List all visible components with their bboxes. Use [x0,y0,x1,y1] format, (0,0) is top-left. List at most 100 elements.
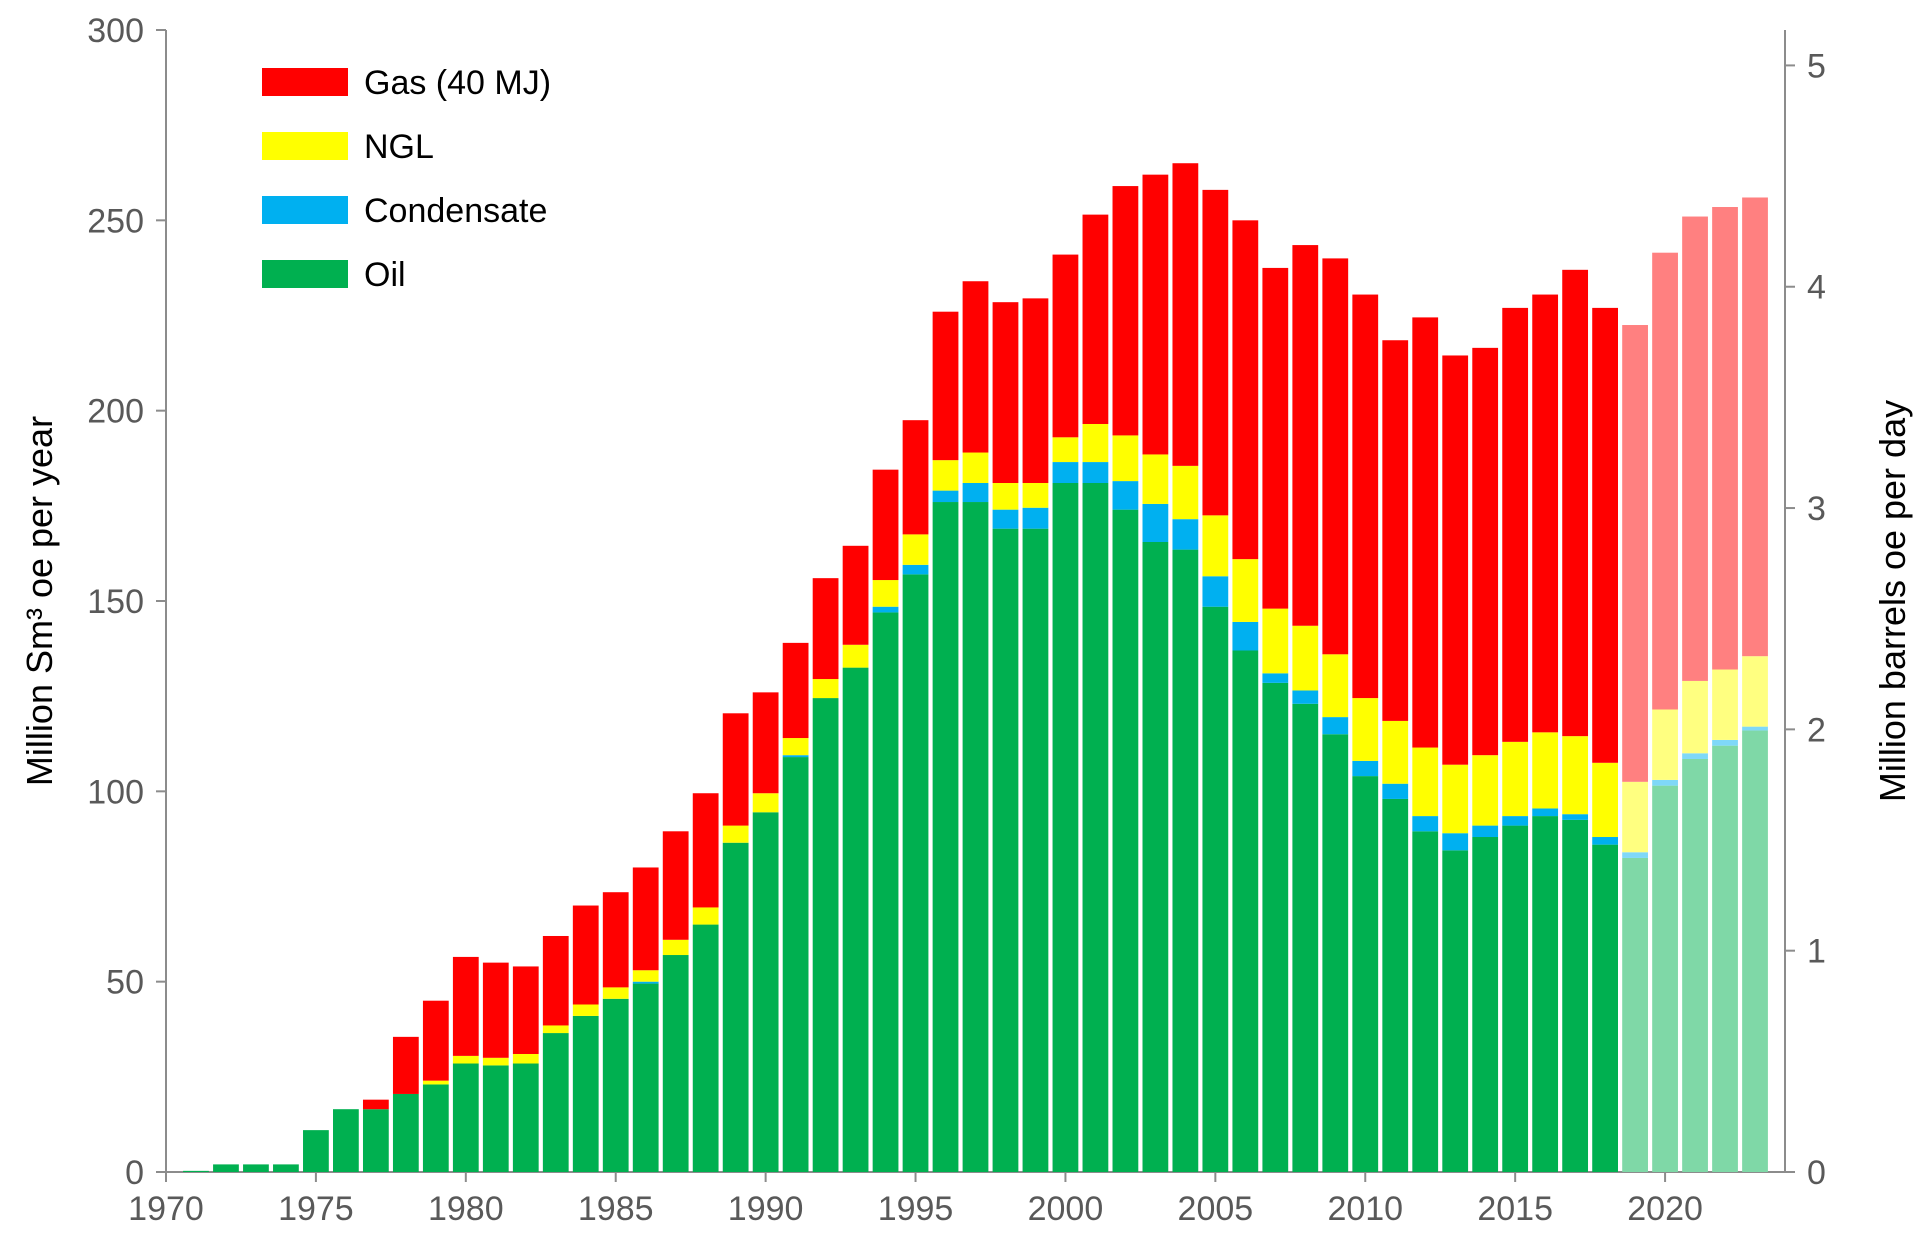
bar-ngl-2022 [1712,669,1738,740]
bar-oil-2014 [1472,837,1499,1172]
bar-condensate-2002 [1112,481,1139,510]
bar-ngl-2013 [1442,764,1469,834]
bar-condensate-1991 [782,755,809,758]
bar-oil-2002 [1112,509,1139,1172]
bar-oil-2019 [1622,857,1648,1172]
bar-oil-2022 [1712,745,1738,1172]
bar-gas-1993 [842,545,869,645]
bar-condensate-1997 [962,482,989,503]
y-tick-label: 0 [125,1154,144,1192]
bar-gas-1986 [632,867,659,971]
bar-oil-2009 [1322,734,1349,1172]
bar-condensate-1994 [872,606,899,613]
bar-oil-2003 [1142,542,1169,1172]
bar-gas-1997 [962,281,989,453]
bar-condensate-2017 [1562,814,1589,820]
bar-oil-1983 [542,1033,569,1172]
bar-oil-1999 [1022,528,1049,1172]
bar-ngl-1987 [662,939,689,956]
bar-gas-1992 [812,578,839,680]
x-tick-label: 1990 [728,1190,804,1228]
y-axis-title: Million Sm³ oe per year [19,416,60,786]
bar-oil-2023 [1742,730,1768,1172]
bar-ngl-2011 [1382,720,1409,784]
bar-gas-2015 [1502,307,1529,742]
y2-tick-label: 0 [1807,1154,1826,1192]
bar-ngl-2006 [1232,559,1259,622]
bar-oil-2013 [1442,850,1469,1172]
y-tick-label: 50 [106,964,144,1002]
bar-oil-2007 [1262,682,1289,1172]
bar-oil-1984 [572,1015,599,1172]
bar-condensate-2004 [1172,519,1199,550]
bar-ngl-2005 [1202,515,1229,577]
bar-ngl-2001 [1082,423,1109,463]
bar-ngl-1985 [602,987,629,999]
bar-gas-2008 [1292,245,1319,626]
legend-label: Gas (40 MJ) [364,64,551,102]
bar-condensate-2023 [1742,726,1768,731]
bar-oil-1993 [842,667,869,1172]
bar-ngl-2010 [1352,698,1379,761]
bar-oil-1985 [602,998,629,1172]
bar-ngl-1994 [872,580,899,607]
legend-swatch-ngl [262,132,348,160]
bar-gas-2000 [1052,254,1079,438]
bar-ngl-1996 [932,460,959,491]
bar-ngl-2023 [1742,656,1768,727]
bar-oil-2012 [1412,831,1439,1172]
bar-condensate-2005 [1202,576,1229,607]
bar-gas-2006 [1232,220,1259,560]
bar-gas-2003 [1142,174,1169,455]
x-tick-label: 1980 [428,1190,504,1228]
bar-ngl-1995 [902,534,929,565]
bar-gas-2022 [1712,207,1738,670]
bar-oil-2020 [1652,785,1678,1172]
bar-ngl-1982 [512,1053,539,1064]
bar-ngl-2002 [1112,435,1139,482]
bar-ngl-2003 [1142,454,1169,504]
x-tick-label: 2000 [1028,1190,1104,1228]
bar-gas-1987 [662,831,689,940]
bar-condensate-2008 [1292,690,1319,704]
bar-oil-1995 [902,574,929,1172]
bar-gas-1983 [542,935,569,1026]
bar-condensate-2001 [1082,462,1109,483]
y-tick-label: 100 [87,773,144,811]
bar-ngl-1979 [422,1080,449,1085]
y-tick-label: 300 [87,12,144,50]
bar-oil-1982 [512,1063,539,1172]
bar-ngl-2000 [1052,437,1079,463]
bar-gas-1991 [782,642,809,739]
y2-tick-label: 2 [1807,711,1826,749]
bar-gas-2002 [1112,186,1139,436]
bar-ngl-1989 [722,825,749,843]
bar-oil-1978 [392,1093,419,1172]
bar-oil-2005 [1202,606,1229,1172]
bar-ngl-2019 [1622,781,1648,853]
y-tick-label: 200 [87,393,144,431]
legend-label: NGL [364,128,434,166]
bar-ngl-1986 [632,970,659,982]
bar-ngl-2009 [1322,654,1349,718]
bar-oil-1979 [422,1084,449,1172]
bar-ngl-1991 [782,738,809,756]
bar-condensate-2018 [1592,837,1618,845]
bar-gas-2023 [1742,197,1768,657]
bar-oil-1974 [273,1164,299,1172]
y2-tick-label: 1 [1807,933,1826,971]
bar-ngl-1998 [992,482,1019,510]
bar-gas-2016 [1532,294,1559,733]
bar-oil-1988 [692,924,719,1172]
bar-condensate-1995 [902,564,929,575]
bar-oil-1989 [722,842,749,1172]
bar-ngl-2018 [1592,762,1618,838]
bar-gas-2010 [1352,294,1379,699]
bars [183,163,1768,1172]
bar-oil-2018 [1592,844,1618,1172]
bar-oil-2017 [1562,819,1589,1172]
bar-gas-1999 [1022,298,1049,483]
bar-condensate-2006 [1232,621,1259,651]
bar-oil-1976 [333,1109,359,1172]
bar-ngl-2007 [1262,608,1289,674]
